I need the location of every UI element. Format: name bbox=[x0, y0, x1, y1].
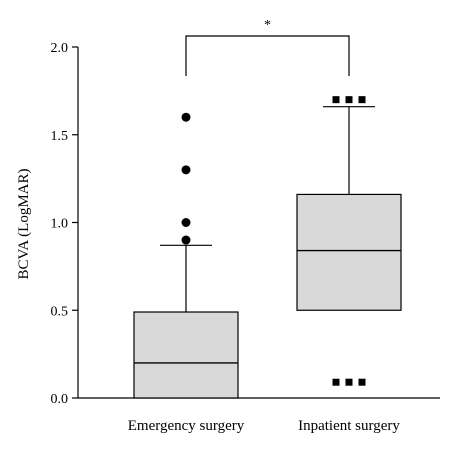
y-axis-label: BCVA (LogMAR) bbox=[16, 169, 32, 280]
y-axis: 0.0 0.5 1.0 1.5 2.0 bbox=[51, 41, 79, 407]
outlier-point bbox=[345, 96, 353, 104]
outlier-point bbox=[332, 378, 340, 386]
y-tick-label: 0.0 bbox=[51, 392, 69, 407]
outlier-point bbox=[181, 112, 191, 122]
y-tick-label: 2.0 bbox=[51, 41, 69, 56]
outlier-point bbox=[181, 165, 191, 175]
outliers bbox=[181, 96, 366, 386]
y-tick-label: 0.5 bbox=[51, 304, 69, 319]
x-tick-label: Inpatient surgery bbox=[298, 418, 400, 434]
x-axis: Emergency surgery Inpatient surgery bbox=[78, 397, 440, 434]
box-iqr bbox=[296, 193, 402, 311]
box-inpatient-surgery bbox=[296, 106, 402, 311]
outlier-point bbox=[181, 218, 191, 227]
box-iqr bbox=[133, 311, 239, 399]
outlier-point bbox=[332, 96, 340, 104]
outlier-point bbox=[358, 96, 366, 104]
y-tick-label: 1.5 bbox=[51, 129, 69, 144]
boxes bbox=[133, 106, 402, 399]
significance-line bbox=[185, 35, 350, 76]
y-tick-label: 1.0 bbox=[51, 217, 69, 232]
significance-bracket: * bbox=[185, 18, 350, 76]
outlier-point bbox=[181, 235, 191, 245]
outlier-point bbox=[358, 378, 366, 386]
x-tick-label: Emergency surgery bbox=[128, 418, 245, 434]
outlier-point bbox=[345, 378, 353, 386]
significance-label: * bbox=[264, 18, 271, 33]
box-emergency-surgery bbox=[133, 244, 239, 399]
